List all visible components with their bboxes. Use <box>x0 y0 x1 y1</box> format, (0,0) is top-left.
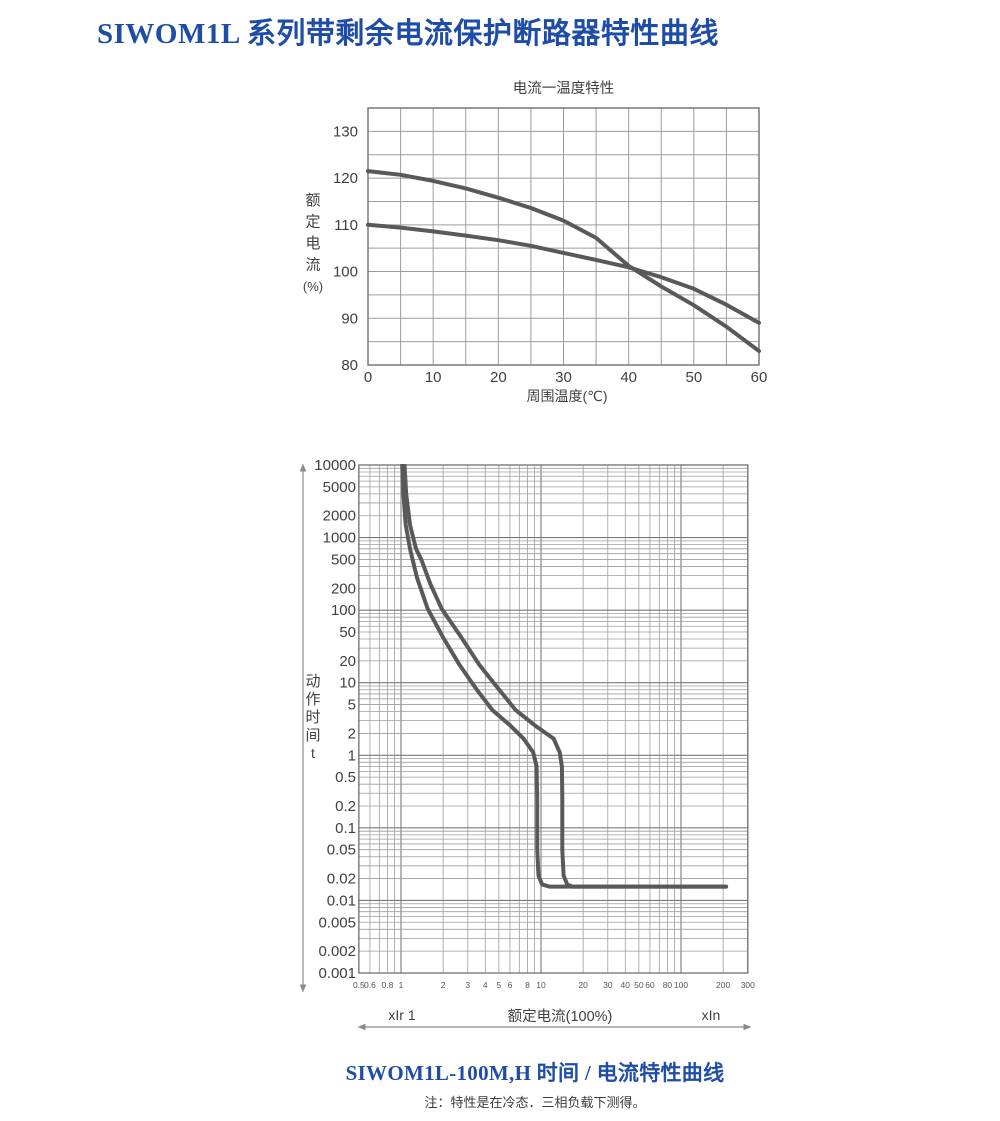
chart1-y-axis-label-char: 流 <box>305 257 320 274</box>
chart2-y-axis-label-char: 时 <box>305 709 320 726</box>
chart2-y-tick-label: 0.005 <box>318 914 356 931</box>
chart2-y-axis-label-char: 动 <box>305 673 320 690</box>
chart2-x-tick-label: 2 <box>441 980 446 990</box>
chart2-y-tick-label: 1 <box>348 747 356 764</box>
figure-caption: SIWOM1L-100M,H 时间 / 电流特性曲线 <box>345 1061 725 1085</box>
chart2-x-tick-label: 300 <box>741 980 755 990</box>
chart2-x-tick-label: 0.6 <box>364 980 376 990</box>
chart2-y-tick-label: 5000 <box>323 479 356 496</box>
derating-curve-flat <box>366 222 761 325</box>
chart2-y-tick-label: 0.5 <box>335 769 356 786</box>
chart2-x-tick-label: 8 <box>525 980 530 990</box>
chart1-y-axis-label-char: 电 <box>305 235 320 252</box>
chart2-x-tick-label: 80 <box>663 980 673 990</box>
chart2-y-tick-label: 0.02 <box>327 871 356 888</box>
page-title: SIWOM1L 系列带剩余电流保护断路器特性曲线 <box>97 18 719 50</box>
chart2-x-axis-label: 额定电流(100%) <box>508 1008 613 1025</box>
chart2-x-tick-label: 60 <box>645 980 655 990</box>
chart1-y-tick-label: 110 <box>334 217 358 234</box>
chart1-y-tick-label: 90 <box>341 310 358 327</box>
chart1-x-axis-label: 周围温度(℃) <box>526 388 607 404</box>
chart2-y-tick-label: 2 <box>348 725 356 742</box>
chart1-x-tick-label: 60 <box>751 369 768 386</box>
chart2-x-tick-label: 4 <box>483 980 488 990</box>
chart1-x-tick-label: 20 <box>490 369 507 386</box>
chart2-y-tick-label: 0.1 <box>335 820 356 837</box>
chart2-x-tick-label: 20 <box>578 980 588 990</box>
chart2-y-tick-label: 50 <box>339 624 356 641</box>
chart2-plot-frame <box>358 464 749 974</box>
chart2-y-tick-label: 0.05 <box>327 842 356 859</box>
chart1-y-tick-label: 80 <box>341 357 358 374</box>
chart2-y-tick-label: 500 <box>331 551 356 568</box>
chart2-y-tick-label: 0.001 <box>318 965 356 982</box>
chart2-y-axis-label-char: 间 <box>305 727 320 744</box>
x-axis-range-arrow-head-left <box>357 1023 366 1031</box>
chart2-y-tick-label: 5 <box>348 697 356 714</box>
chart2-x-tick-label: 1 <box>399 980 404 990</box>
chart2-y-tick-label: 20 <box>339 653 356 670</box>
trip-curve-slow <box>402 464 729 889</box>
chart2-x-tick-label: 0.8 <box>382 980 394 990</box>
chart2-y-tick-label: 10 <box>339 675 356 692</box>
chart2-y-tick-label: 0.002 <box>318 943 356 960</box>
chart1-plot-frame <box>367 107 760 366</box>
chart2-x-tick-label: 40 <box>621 980 631 990</box>
trip-curve-fast <box>400 464 729 889</box>
figure-note: 注：特性是在冷态．三相负载下测得。 <box>424 1095 646 1110</box>
chart2-y-tick-label: 1000 <box>323 530 356 547</box>
chart1-x-tick-label: 30 <box>555 369 572 386</box>
y-axis-range-arrow-head-bottom <box>299 984 307 993</box>
chart2-x-tick-label: 10 <box>536 980 546 990</box>
chart1-y-axis-label-char: 额 <box>305 192 320 209</box>
chart2-y-tick-label: 10000 <box>314 457 356 474</box>
chart2-y-axis-label-char: 作 <box>305 691 320 708</box>
y-axis-range-arrow-head-top <box>299 463 307 472</box>
chart2-x-tick-label: 0.5 <box>353 980 365 990</box>
chart2-x-tick-label: 200 <box>716 980 730 990</box>
chart2-x-tick-label: 50 <box>634 980 644 990</box>
chart2-x-tick-label: 100 <box>674 980 688 990</box>
chart2-x-tick-label: 6 <box>508 980 513 990</box>
chart1-x-tick-label: 0 <box>364 369 372 386</box>
chart1-x-tick-label: 40 <box>620 369 637 386</box>
chart2-y-tick-label: 100 <box>331 602 356 619</box>
derating-curve-steep <box>366 169 761 353</box>
chart1-x-tick-label: 50 <box>685 369 702 386</box>
chart1-title: 电流一温度特性 <box>513 80 615 97</box>
chart1-y-tick-label: 130 <box>333 123 358 140</box>
chart1-y-axis-label-char: (%) <box>303 279 323 294</box>
chart2-curves <box>400 464 729 889</box>
chart2-y-tick-label: 0.2 <box>335 798 356 815</box>
x-axis-range-arrow-head-right <box>743 1023 752 1031</box>
chart1-y-tick-label: 120 <box>333 170 358 187</box>
chart2-y-tick-label: 0.01 <box>327 892 356 909</box>
chart2-x-axis-left-label: xIr 1 <box>388 1007 415 1023</box>
chart2-x-tick-label: 5 <box>496 980 501 990</box>
chart2-x-tick-label: 30 <box>603 980 613 990</box>
chart1-x-tick-label: 10 <box>425 369 442 386</box>
chart2-y-tick-label: 2000 <box>323 508 356 525</box>
chart1-y-tick-label: 100 <box>333 264 358 281</box>
chart2-y-tick-label: 200 <box>331 580 356 597</box>
chart1-y-axis-label-char: 定 <box>305 214 320 231</box>
chart2-y-axis-label-char: t <box>311 745 315 761</box>
chart2-x-axis-right-label: xIn <box>702 1007 721 1023</box>
chart2-x-tick-label: 3 <box>465 980 470 990</box>
